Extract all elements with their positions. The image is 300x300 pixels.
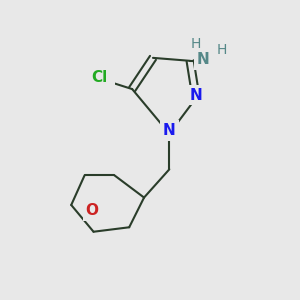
- FancyBboxPatch shape: [212, 40, 230, 61]
- FancyBboxPatch shape: [160, 120, 178, 141]
- Text: N: N: [163, 123, 176, 138]
- Text: N: N: [197, 52, 210, 67]
- FancyBboxPatch shape: [187, 34, 205, 55]
- Text: O: O: [85, 203, 98, 218]
- FancyBboxPatch shape: [194, 49, 213, 70]
- FancyBboxPatch shape: [83, 200, 101, 221]
- Text: N: N: [190, 88, 202, 103]
- Text: H: H: [191, 38, 201, 52]
- Text: Cl: Cl: [91, 70, 108, 85]
- FancyBboxPatch shape: [84, 67, 115, 88]
- Text: H: H: [216, 44, 226, 57]
- FancyBboxPatch shape: [187, 85, 205, 105]
